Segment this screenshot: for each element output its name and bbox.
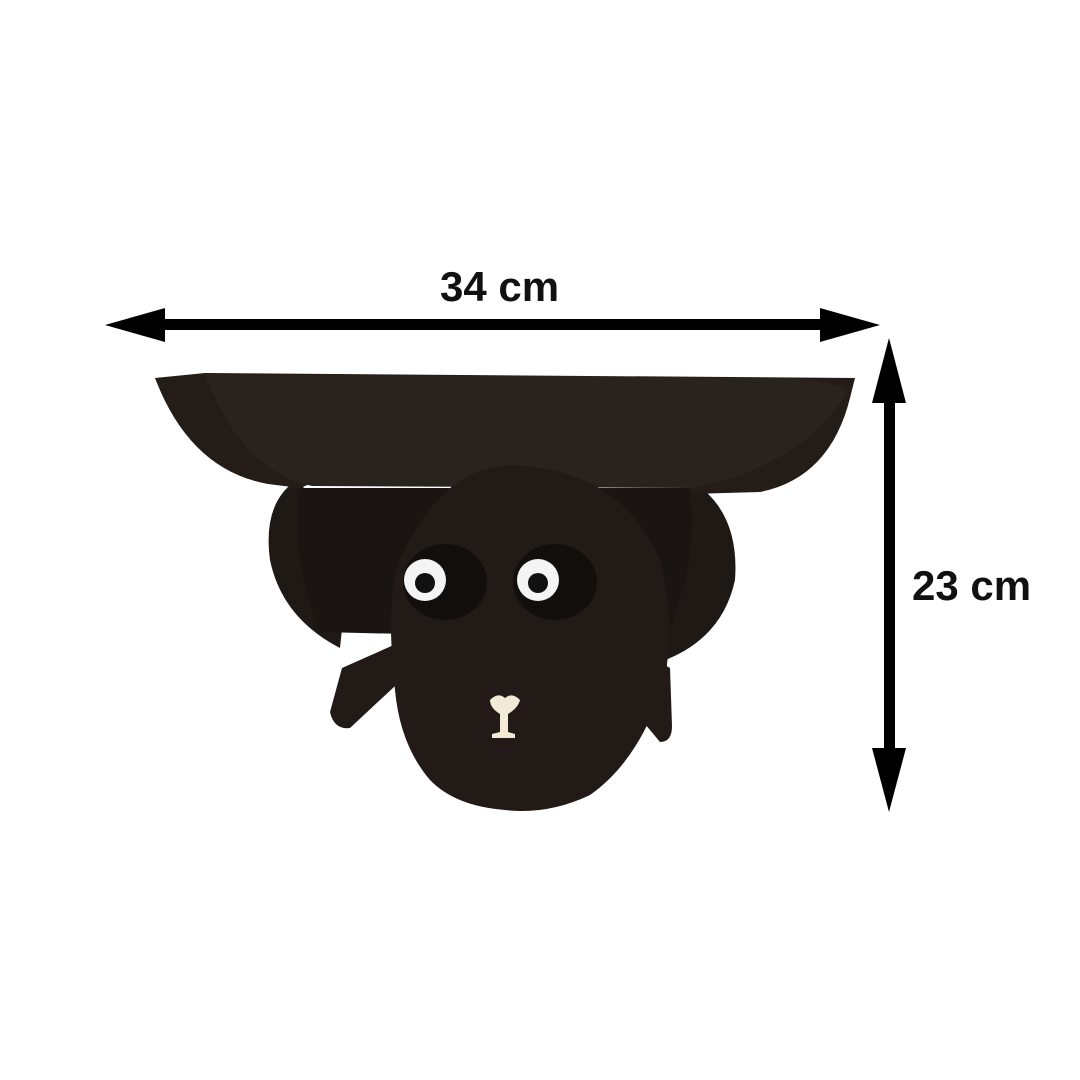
height-arrow (872, 338, 906, 812)
height-label: 23 cm (912, 562, 1032, 609)
nose-icon (490, 695, 520, 738)
width-arrow (105, 308, 880, 342)
sheep-shelf (155, 373, 855, 811)
width-label: 34 cm (440, 263, 560, 310)
right-eye-icon (517, 559, 559, 601)
left-eye-icon (404, 559, 446, 601)
